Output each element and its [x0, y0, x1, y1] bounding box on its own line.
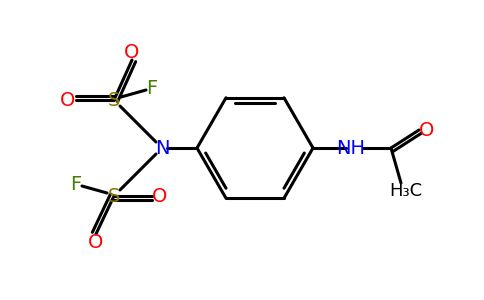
Text: O: O	[60, 91, 76, 110]
Text: F: F	[70, 175, 82, 194]
Text: O: O	[88, 232, 104, 251]
Text: NH: NH	[336, 139, 365, 158]
Text: H₃C: H₃C	[390, 182, 423, 200]
Text: S: S	[108, 91, 120, 110]
Text: N: N	[155, 139, 169, 158]
Text: O: O	[124, 43, 140, 61]
Text: O: O	[419, 121, 435, 140]
Text: O: O	[152, 187, 167, 206]
Text: F: F	[146, 79, 158, 98]
Text: S: S	[108, 187, 120, 206]
